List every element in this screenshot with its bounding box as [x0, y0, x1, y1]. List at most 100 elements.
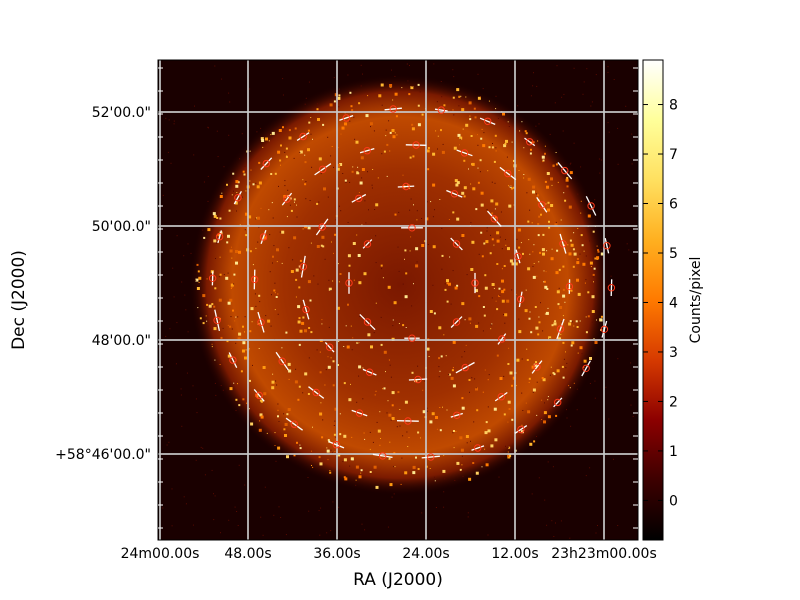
x-tick-label: 24m00.00s: [121, 546, 200, 562]
emission-pixel: [457, 133, 461, 137]
vector-marker: [408, 334, 416, 342]
noise-pixel: [499, 236, 501, 238]
colorbar-tick-label: 8: [669, 98, 678, 114]
emission-pixel: [439, 199, 441, 200]
emission-pixel: [380, 343, 383, 346]
emission-pixel: [487, 379, 489, 381]
polarization-vector: [408, 378, 428, 381]
polarization-vector: [362, 239, 373, 249]
emission-pixel: [570, 289, 573, 292]
emission-pixel: [232, 309, 234, 312]
vector-marker: [290, 420, 298, 428]
noise-pixel: [631, 163, 633, 165]
noise-pixel: [495, 95, 497, 97]
emission-pixel: [321, 319, 323, 321]
emission-pixel: [550, 177, 553, 181]
polarization-vector: [339, 114, 354, 121]
emission-pixel: [294, 201, 295, 203]
emission-pixel: [422, 389, 424, 391]
emission-pixel: [304, 183, 307, 186]
emission-pixel: [475, 324, 479, 328]
emission-pixel: [490, 444, 494, 448]
noise-pixel: [234, 506, 236, 508]
emission-pixel: [388, 457, 391, 460]
emission-pixel: [452, 340, 456, 344]
noise-pixel: [530, 95, 532, 97]
emission-pixel: [348, 398, 352, 402]
emission-pixel: [250, 169, 252, 171]
noise-pixel: [228, 519, 230, 521]
emission-pixel: [272, 373, 274, 375]
vector-marker: [554, 398, 562, 407]
emission-pixel: [337, 263, 339, 265]
emission-pixel: [321, 323, 323, 325]
polarization-vector: [260, 157, 273, 170]
emission-pixel: [532, 388, 536, 392]
noise-pixel: [576, 409, 578, 411]
emission-pixel: [587, 315, 590, 318]
emission-pixel: [276, 248, 279, 252]
emission-pixel: [302, 316, 305, 319]
emission-pixel: [585, 316, 587, 318]
noise-pixel: [215, 394, 217, 396]
emission-pixel: [523, 147, 525, 149]
emission-pixel: [511, 141, 513, 143]
colorbar-tick-label: 7: [669, 147, 678, 163]
noise-pixel: [532, 85, 534, 87]
noise-pixel: [452, 69, 454, 71]
emission-pixel: [495, 150, 497, 152]
noise-pixel: [416, 261, 418, 263]
noise-pixel: [202, 447, 204, 449]
polarization-vector: [253, 388, 265, 402]
emission-pixel: [344, 477, 348, 481]
emission-pixel: [516, 358, 520, 362]
emission-pixel: [504, 143, 507, 145]
noise-pixel: [244, 484, 246, 486]
vector-marker: [404, 417, 412, 425]
emission-pixel: [475, 471, 479, 475]
emission-pixel: [258, 161, 261, 164]
emission-pixel: [596, 319, 597, 321]
noise-pixel: [308, 81, 310, 83]
noise-pixel: [396, 426, 398, 428]
emission-pixel: [299, 259, 302, 262]
emission-pixel: [386, 175, 388, 177]
emission-pixel: [514, 262, 518, 266]
noise-pixel: [532, 391, 534, 393]
noise-pixel: [310, 463, 312, 465]
emission-pixel: [295, 278, 298, 281]
emission-pixel: [340, 133, 342, 135]
emission-pixel: [521, 121, 523, 123]
noise-pixel: [257, 241, 259, 243]
noise-pixel: [380, 316, 382, 318]
emission-pixel: [231, 194, 233, 196]
polarization-vector: [281, 192, 293, 206]
colorbar-gradient: [642, 59, 664, 541]
emission-pixel: [319, 351, 321, 353]
emission-pixel: [282, 126, 284, 129]
emission-pixel: [311, 465, 312, 466]
emission-pixel: [569, 320, 572, 323]
noise-pixel: [370, 242, 372, 244]
emission-pixel: [573, 382, 575, 384]
noise-pixel: [271, 294, 272, 296]
emission-pixel: [328, 287, 332, 291]
noise-pixel: [434, 209, 435, 211]
noise-pixel: [218, 276, 220, 278]
noise-pixel: [469, 391, 470, 393]
noise-pixel: [185, 309, 187, 311]
emission-pixel: [256, 396, 258, 398]
noise-pixel: [285, 534, 287, 536]
emission-pixel: [412, 471, 416, 475]
emission-pixel: [249, 250, 252, 253]
noise-pixel: [540, 302, 541, 304]
x-tick-labels: 24m00.00s 48.00s 36.00s 24.00s 12.00s 23h23m0…: [121, 546, 657, 562]
emission-pixel: [571, 341, 575, 345]
noise-pixel: [195, 459, 197, 461]
emission-pixel: [573, 232, 575, 234]
emission-pixel: [383, 350, 387, 354]
noise-pixel: [595, 532, 597, 534]
colorbar-tick-label: 0: [669, 493, 678, 509]
x-tick-label: 36.00s: [313, 546, 360, 562]
noise-pixel: [333, 166, 334, 168]
